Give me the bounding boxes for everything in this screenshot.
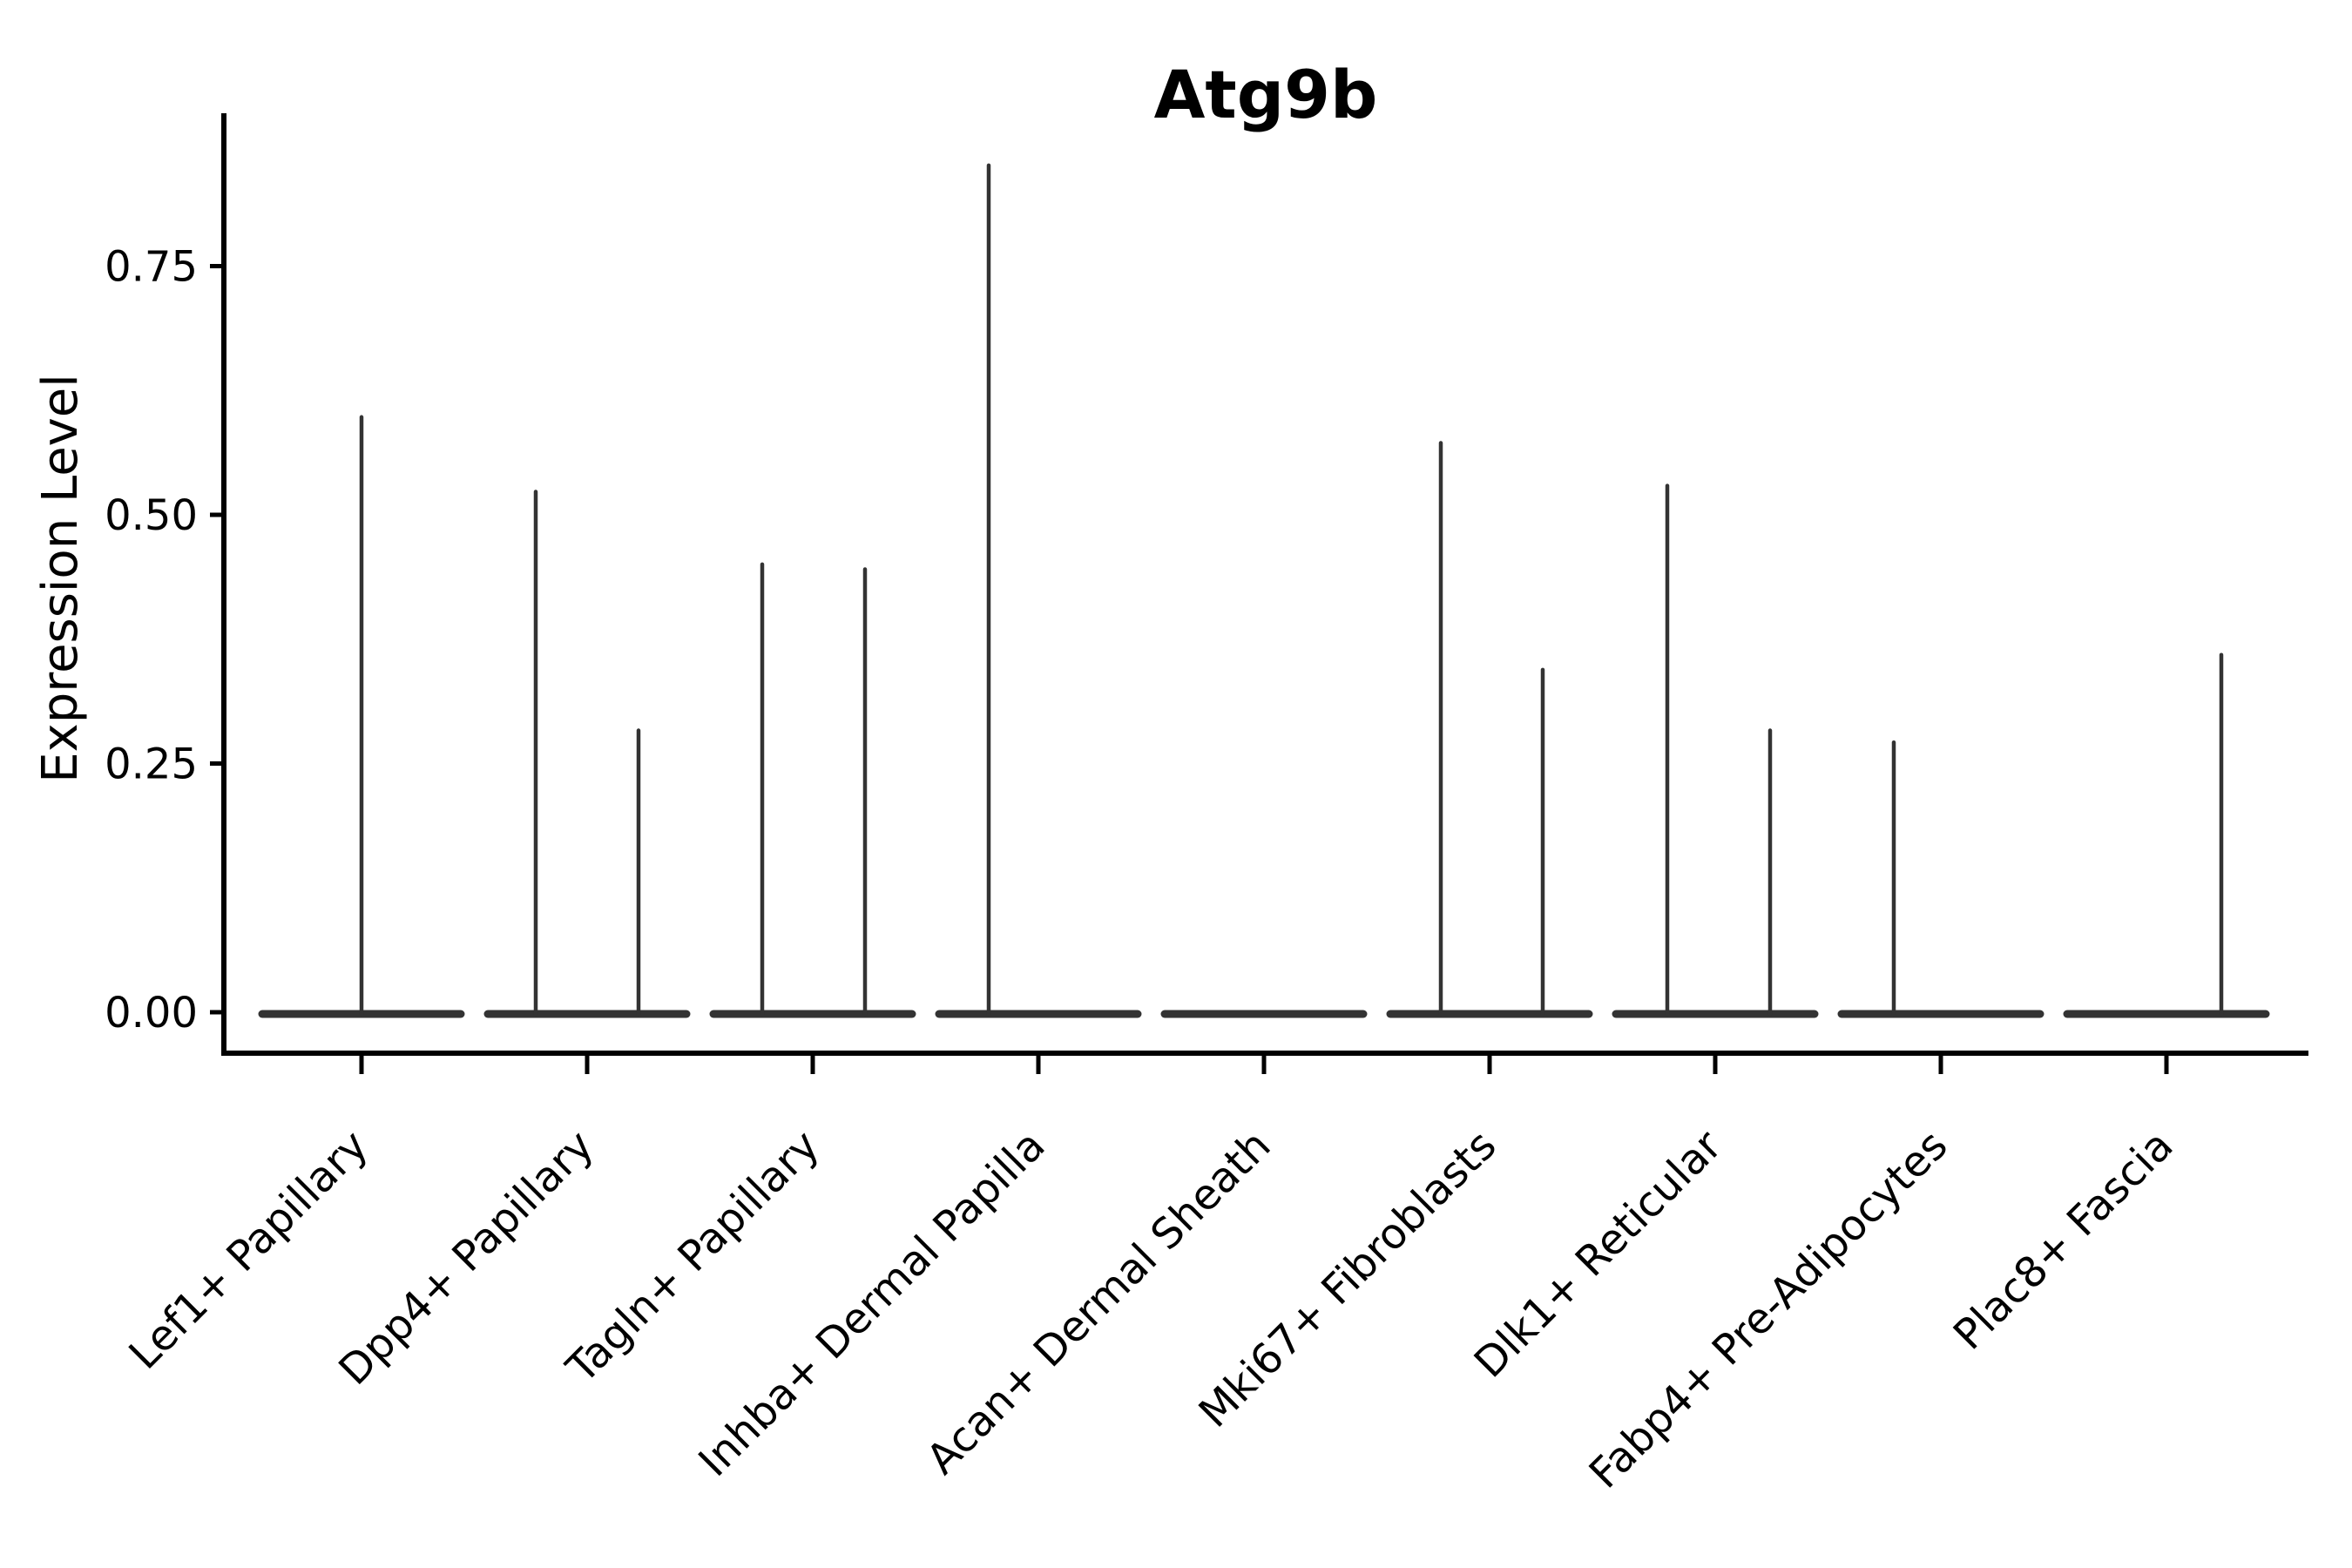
y-axis-title: Expression Level xyxy=(32,374,89,783)
violin xyxy=(2063,652,2270,1018)
violin xyxy=(709,562,916,1018)
y-tick-label: 0.25 xyxy=(105,740,198,789)
y-tick-label: 0.75 xyxy=(105,243,198,292)
violin xyxy=(935,163,1142,1018)
plot-title: Atg9b xyxy=(1154,56,1378,133)
axis-lines xyxy=(221,113,2308,1056)
x-tick-label: Lef1+ Papillary xyxy=(120,1121,378,1379)
x-tick-label: Fabp4+ Pre-Adipocytes xyxy=(1580,1121,1957,1498)
x-tick-label: Dlk1+ Reticular xyxy=(1465,1121,1732,1388)
violin xyxy=(1837,740,2044,1018)
y-tick-label: 0.50 xyxy=(105,491,198,540)
violin xyxy=(483,490,691,1018)
violins xyxy=(258,163,2270,1018)
y-axis: 0.00 0.25 0.50 0.75 xyxy=(105,243,224,1037)
y-tick-label: 0.00 xyxy=(105,989,198,1037)
violin xyxy=(1612,483,1819,1018)
violin xyxy=(258,415,465,1018)
violin xyxy=(1386,441,1593,1018)
x-tick-label: Plac8+ Fascia xyxy=(1944,1121,2183,1360)
